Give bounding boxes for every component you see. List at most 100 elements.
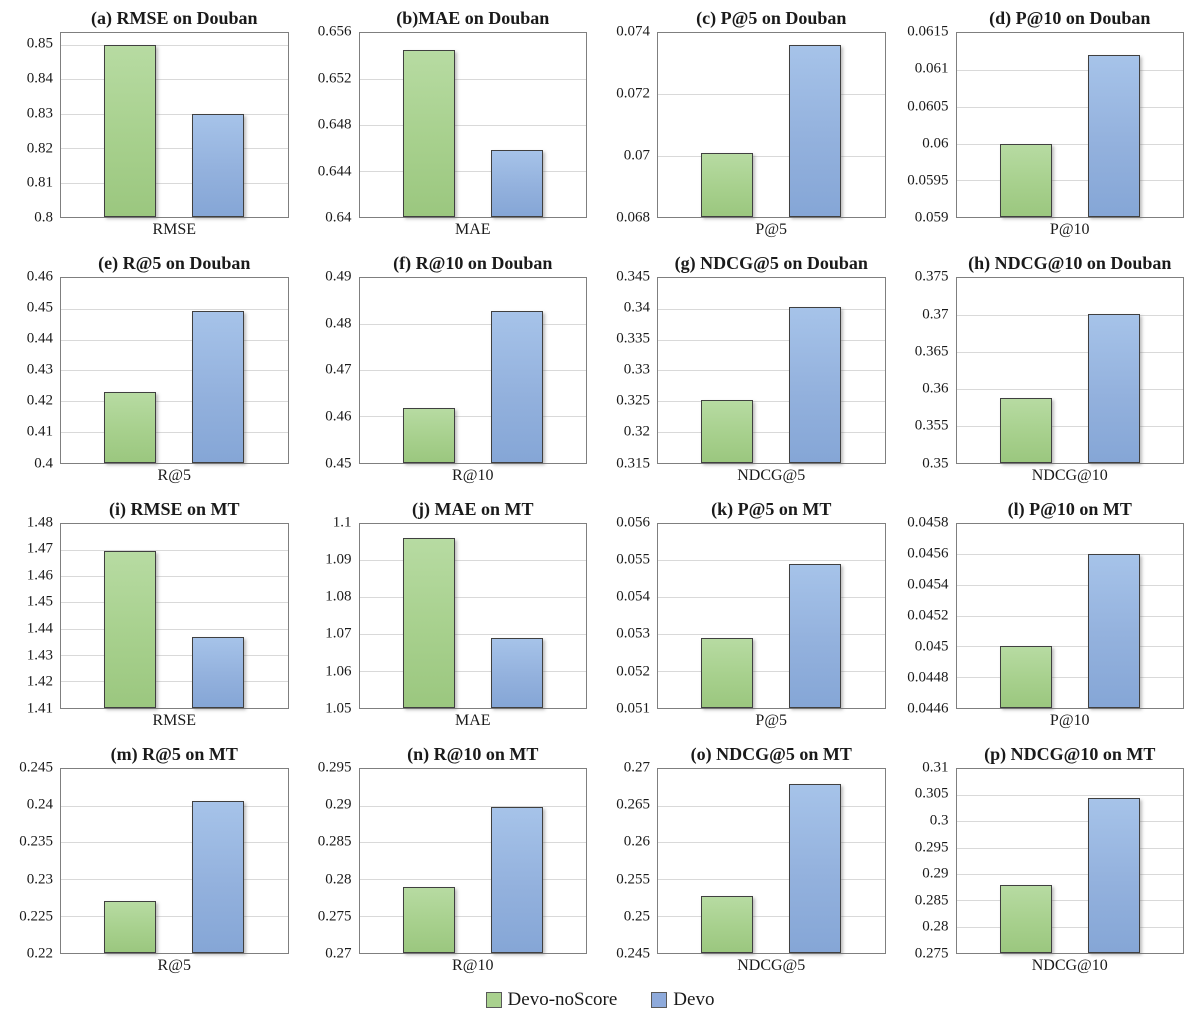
chart-body: 0.0458 0.0456 0.0454 0.0452 0.045 0.0448 0.044… bbox=[900, 515, 1184, 716]
legend-label-devo-noscore: Devo-noScore bbox=[507, 989, 618, 1010]
y-axis: 1.48 1.47 1.46 1.45 1.44 1.43 1.42 1.41 bbox=[4, 515, 60, 716]
x-axis-label: RMSE bbox=[152, 221, 197, 239]
y-tick-label: 0.051 bbox=[616, 700, 650, 717]
chart-cell-m: (m) R@5 on MT 0.245 0.24 0.235 0.23 0.225 0.22… bbox=[2, 738, 301, 983]
gridline bbox=[61, 79, 288, 81]
gridline bbox=[956, 106, 1183, 108]
y-tick-label: 0.656 bbox=[317, 23, 352, 40]
y-tick-label: 0.225 bbox=[19, 908, 53, 925]
x-axis-label: MAE bbox=[454, 221, 491, 239]
gridline bbox=[658, 560, 885, 562]
x-axis-label: R@5 bbox=[157, 957, 191, 974]
bar-devo bbox=[192, 310, 245, 463]
bar-devo bbox=[1087, 55, 1140, 218]
gridline bbox=[61, 339, 288, 341]
gridline bbox=[658, 370, 885, 372]
y-tick-label: 0.054 bbox=[616, 588, 650, 605]
chart-body: 1.1 1.09 1.08 1.07 1.06 1.05 bbox=[303, 515, 587, 716]
x-axis-label: P@5 bbox=[755, 221, 788, 239]
y-tick-label: 0.052 bbox=[616, 663, 650, 679]
x-axis-label: R@5 bbox=[157, 466, 191, 484]
gridline bbox=[359, 916, 586, 918]
y-axis: 0.345 0.34 0.335 0.33 0.325 0.32 0.315 bbox=[601, 269, 657, 470]
bar-devo bbox=[1087, 554, 1140, 708]
bar-devo bbox=[192, 801, 245, 953]
bar-devo bbox=[789, 784, 842, 953]
x-axis-label: NDCG@10 bbox=[1031, 957, 1108, 974]
bar-devo-noscore bbox=[104, 391, 157, 463]
y-tick-label: 0.0605 bbox=[907, 98, 949, 114]
gridline bbox=[956, 821, 1183, 823]
bar-devo bbox=[490, 150, 543, 218]
y-axis: 0.0615 0.061 0.0605 0.06 0.0595 0.059 bbox=[900, 24, 956, 225]
chart-cell-h: (h) NDCG@10 on Douban 0.375 0.37 0.365 0.36 0… bbox=[898, 247, 1197, 492]
y-tick-label: 0.335 bbox=[616, 330, 650, 347]
bar-devo bbox=[789, 45, 842, 218]
gridline bbox=[61, 842, 288, 844]
x-axis-label: NDCG@5 bbox=[737, 957, 806, 974]
y-tick-label: 0.295 bbox=[914, 839, 949, 856]
gridline bbox=[658, 916, 885, 918]
gridline bbox=[956, 584, 1183, 586]
gridline bbox=[359, 171, 586, 173]
y-tick-label: 0.4 bbox=[34, 455, 53, 471]
y-tick-label: 0.053 bbox=[616, 625, 650, 642]
chart-title: (p) NDCG@10 on MT bbox=[984, 743, 1156, 764]
chart-title: (m) R@5 on MT bbox=[110, 743, 238, 764]
chart-title: (e) R@5 on Douban bbox=[98, 253, 251, 274]
legend: Devo-noScore Devo bbox=[0, 983, 1200, 1017]
y-tick-label: 0.8 bbox=[34, 209, 53, 226]
gridline bbox=[956, 388, 1183, 390]
bar-devo-noscore bbox=[999, 398, 1052, 463]
y-tick-label: 0.644 bbox=[317, 163, 352, 180]
plot-area bbox=[657, 767, 886, 954]
bar-devo bbox=[192, 637, 245, 708]
chart-body: 0.345 0.34 0.335 0.33 0.325 0.32 0.315 bbox=[601, 269, 886, 471]
y-tick-label: 0.27 bbox=[325, 945, 352, 962]
y-tick-label: 1.42 bbox=[26, 673, 53, 690]
chart-title: (i) RMSE on MT bbox=[109, 498, 240, 519]
y-tick-label: 0.0458 bbox=[907, 514, 949, 530]
y-tick-label: 0.45 bbox=[325, 455, 352, 471]
y-tick-label: 0.315 bbox=[616, 455, 650, 471]
gridline bbox=[61, 182, 288, 184]
y-tick-label: 0.061 bbox=[914, 60, 949, 77]
gridline bbox=[658, 597, 885, 599]
y-tick-label: 0.3 bbox=[929, 812, 949, 829]
bar-devo-noscore bbox=[402, 50, 455, 218]
y-tick-label: 1.06 bbox=[325, 663, 352, 679]
y-tick-label: 0.31 bbox=[922, 759, 949, 776]
chart-body: 0.074 0.072 0.07 0.068 bbox=[601, 24, 886, 225]
chart-body: 0.656 0.652 0.648 0.644 0.64 bbox=[303, 24, 587, 225]
legend-swatch-devo-noscore-icon bbox=[485, 992, 502, 1008]
chart-body: 1.48 1.47 1.46 1.45 1.44 1.43 1.42 1.41 bbox=[4, 515, 289, 716]
bar-devo-noscore bbox=[402, 886, 455, 953]
chart-title: (j) MAE on MT bbox=[412, 498, 534, 519]
y-tick-label: 0.055 bbox=[616, 551, 650, 568]
chart-title: (h) NDCG@10 on Douban bbox=[968, 253, 1172, 274]
bar-devo bbox=[490, 310, 543, 463]
y-tick-label: 1.48 bbox=[26, 514, 53, 530]
y-tick-label: 0.49 bbox=[325, 268, 352, 285]
y-axis: 0.49 0.48 0.47 0.46 0.45 bbox=[303, 269, 359, 470]
chart-body: 0.056 0.055 0.054 0.053 0.052 0.051 bbox=[601, 515, 886, 716]
gridline bbox=[61, 916, 288, 918]
bar-devo-noscore bbox=[999, 143, 1052, 218]
y-tick-label: 1.44 bbox=[26, 620, 53, 637]
chart-body: 0.49 0.48 0.47 0.46 0.45 bbox=[303, 269, 587, 471]
gridline bbox=[658, 401, 885, 403]
y-tick-label: 0.36 bbox=[922, 380, 949, 397]
y-tick-label: 1.41 bbox=[26, 700, 53, 717]
legend-item-devo-noscore: Devo-noScore bbox=[485, 989, 618, 1011]
chart-cell-n: (n) R@10 on MT 0.295 0.29 0.285 0.28 0.275 0.2… bbox=[301, 738, 600, 983]
gridline bbox=[956, 900, 1183, 902]
gridline bbox=[956, 554, 1183, 556]
gridline bbox=[956, 143, 1183, 145]
y-axis: 0.295 0.29 0.285 0.28 0.275 0.27 bbox=[303, 760, 359, 961]
bar-devo bbox=[490, 637, 543, 708]
gridline bbox=[956, 926, 1183, 928]
chart-title: (a) RMSE on Douban bbox=[90, 8, 258, 28]
charts-grid: (a) RMSE on Douban 0.85 0.84 0.83 0.82 0.81 0.… bbox=[2, 8, 1197, 983]
y-tick-label: 0.22 bbox=[26, 945, 53, 962]
gridline bbox=[658, 94, 885, 96]
